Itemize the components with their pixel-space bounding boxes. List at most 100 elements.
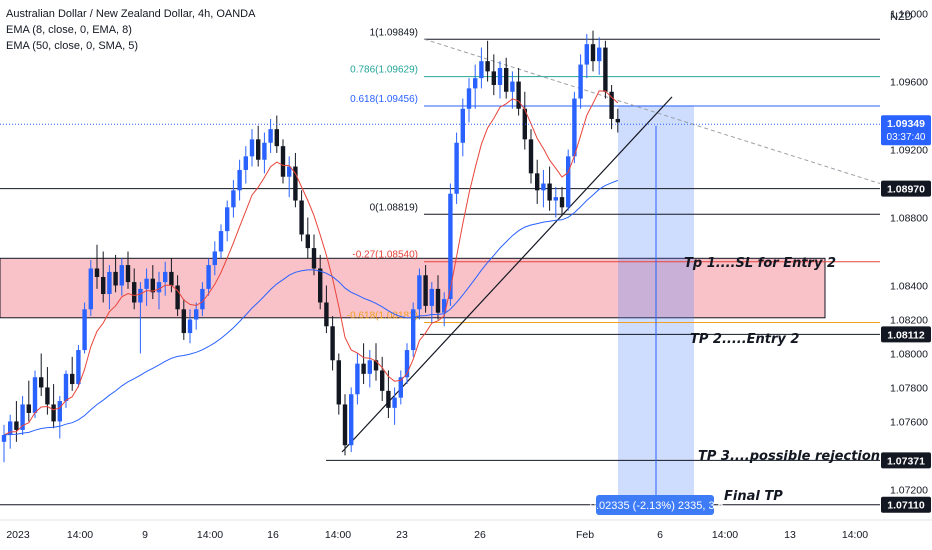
ema-8-legend: EMA (8, close, 0, EMA, 8) [6,24,132,36]
annotation-text: Final TP [724,489,783,504]
time-tick-label: 9 [142,529,148,541]
price-tick-label: 1.08400 [890,280,928,292]
candle-body [466,88,472,109]
time-axis[interactable]: 2023 14:00 9 14:00 16 14:00 23 26 Feb 6 14:00 13 14:… [0,519,932,550]
candle-body [392,397,397,408]
time-tick-label: 6 [657,529,663,541]
price-tick-label: 1.09200 [890,145,928,157]
price-tick-label: 1.07600 [890,416,928,428]
candle-body [200,288,205,310]
candle-body [380,370,385,391]
candle-body [491,71,496,85]
candle-body [82,309,87,351]
time-tick-label: 14:00 [325,529,351,541]
candle-body [504,67,509,92]
candle-body [293,166,298,201]
time-tick-label: 26 [474,529,486,541]
candle-body [32,377,38,413]
candle-body [566,156,571,208]
candle-body [485,61,490,72]
price-tag-bg [881,180,931,197]
candle-body [522,108,527,140]
candle-body [101,276,106,294]
candle-body [88,268,93,310]
candle-body [547,183,552,201]
candle-body [553,197,558,201]
candle-body [398,377,403,398]
candle-body [597,47,602,62]
candle-body [225,207,230,232]
candle-body [609,91,614,119]
price-tag-label: 1.08112 [887,329,925,341]
annotation-text: TP 2.....Entry 2 [690,332,799,347]
candle-body [330,326,335,361]
candle-body [349,394,354,446]
candle-body [14,421,19,430]
candle-body [76,350,81,385]
candle-body [559,197,565,208]
candle-body [256,139,261,160]
candle-body [70,373,75,385]
candle-body [138,288,143,303]
candle-body [187,319,193,334]
candle-body [373,360,379,371]
candle-body [132,282,137,303]
candle-body [367,360,372,374]
candle-body [516,81,521,109]
annotation-text: TP 3....possible rejection [698,449,880,464]
candle-body [26,404,31,413]
candle-body [479,61,484,79]
candle-body [156,282,162,293]
candle-body [181,309,186,334]
candle-body [318,268,323,303]
fib-level-label: -0.27(1.08540) [352,250,418,261]
time-tick-label: 14:00 [197,529,223,541]
candle-body [175,285,180,310]
candle-body [336,360,341,405]
time-tick-label: 14:00 [67,529,93,541]
candle-body [206,265,211,289]
horizontal-levels [0,188,880,506]
price-tag-bg [881,326,931,343]
candle-body [497,67,503,85]
fib-level-label: 1(1.09849) [370,27,418,38]
candle-body [51,404,56,422]
price-tick-label: 1.09600 [890,77,928,89]
time-tick-label: 14:00 [712,529,738,541]
candle-body [417,275,422,310]
candle-body [584,44,589,65]
candle-body [144,278,149,289]
price-axis[interactable]: 1.10000 1.09600 1.09200 1.08800 1.08400 1.082… [880,0,932,520]
candle-body [237,169,242,191]
fib-level-label: 0.786(1.09629) [350,65,418,76]
candle-body [194,309,199,320]
candle-body [324,302,329,327]
candle-body [305,234,310,249]
price-tag-bg [881,452,931,469]
price-tick-label: 1.08000 [890,348,928,360]
current-price-tag-bg [881,115,931,146]
candle-body [535,173,540,191]
price-tag-bg [881,496,931,513]
candle-body [448,193,453,300]
current-price-timer: 03:37:40 [887,132,926,143]
ascending-trendline[interactable] [341,96,673,453]
candle-body [262,142,267,160]
price-tick-label: 1.07200 [890,484,928,496]
position-label[interactable]: -0.02335 (-2.13%) 2335, 3.5 [586,495,724,515]
time-tick-label: 14:00 [842,529,868,541]
candle-body [218,231,224,252]
candle-body [150,278,155,293]
candle-body [107,271,112,294]
candle-body [404,350,410,378]
symbol-title: Australian Dollar / New Zealand Dollar, … [6,8,256,20]
candle-body [572,98,577,157]
candle-body [287,166,292,177]
text-annotations: Tp 1....SL for Entry 2 TP 2.....Entry 2 TP… [684,256,880,504]
price-tick-label: 1.10000 [890,9,928,21]
supply-zone [0,257,826,319]
candle-body [355,363,360,395]
candle-body [603,47,608,92]
